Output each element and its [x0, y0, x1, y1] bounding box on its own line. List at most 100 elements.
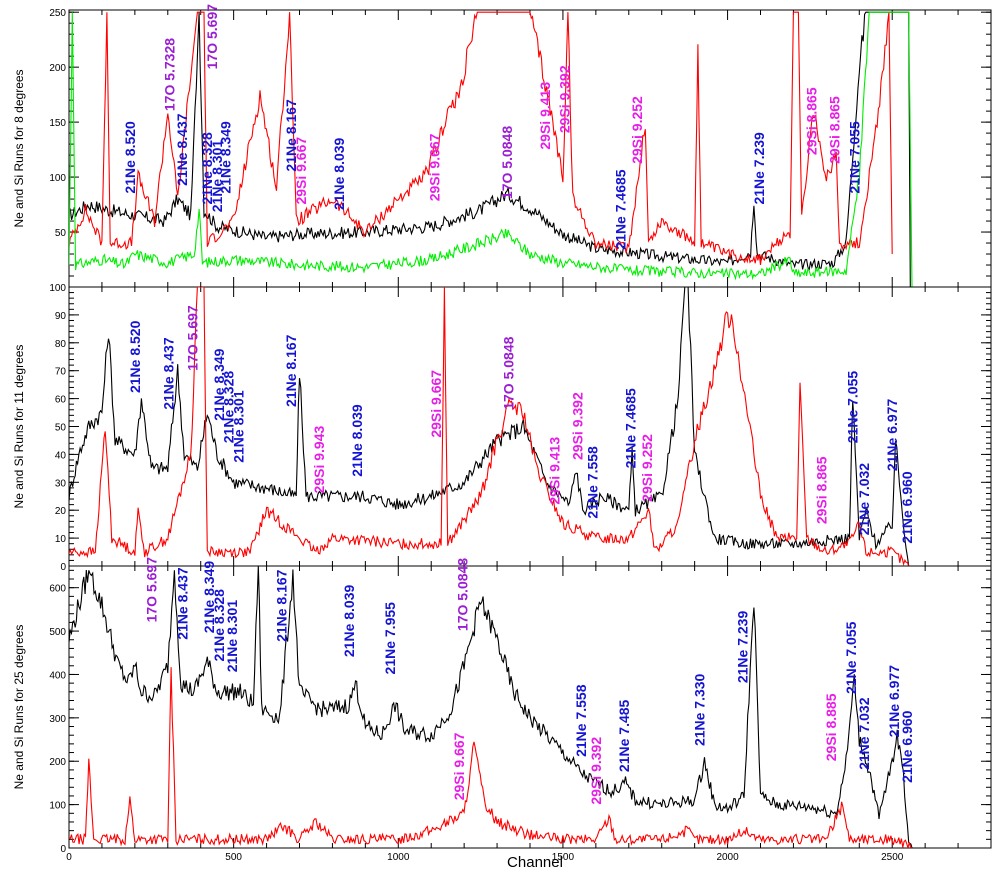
y-tick-label: 150 — [49, 118, 66, 129]
peak-annotation: 17O 5.0848 — [501, 336, 517, 409]
y-axis-label: Ne and Si Runs for 11 degrees — [12, 345, 26, 509]
peak-annotation: 21Ne 6.960 — [899, 710, 915, 783]
peak-annotation: 21Ne 8.167 — [283, 99, 299, 172]
series-black-line — [69, 287, 910, 566]
peak-annotation: 21Ne 8.349 — [201, 561, 217, 634]
series-red-line — [69, 667, 912, 848]
series-green-line — [69, 11, 913, 287]
x-tick-label: 2000 — [716, 852, 739, 863]
peak-annotation: 21Ne 6.960 — [899, 471, 915, 544]
y-tick-label: 100 — [49, 173, 66, 184]
y-tick-label: 500 — [49, 627, 66, 638]
peak-annotation: 29Si 9.667 — [451, 732, 467, 800]
peak-annotation: 21Ne 7.055 — [846, 121, 862, 194]
peak-annotation: 21Ne 7.955 — [382, 602, 398, 675]
peak-annotation: 21Ne 8.349 — [211, 348, 227, 421]
peak-annotation: 29Si 9.392 — [557, 65, 573, 133]
y-axis-label: Ne and Si Runs for 8 degrees — [12, 69, 26, 227]
y-tick-label: 400 — [49, 670, 66, 681]
peak-annotation: 21Ne 7.558 — [585, 446, 601, 519]
series-red-line — [69, 287, 910, 566]
y-axis-label: Ne and Si Runs for 25 degrees — [12, 625, 26, 790]
y-tick-label: 20 — [55, 506, 67, 517]
series-red-line — [69, 11, 893, 265]
peak-annotation: 21Ne 8.437 — [161, 337, 177, 410]
peak-annotation: 21Ne 8.328 — [221, 371, 237, 444]
peak-annotation: 17O 5.697 — [204, 4, 220, 70]
x-tick-label: 500 — [225, 852, 242, 863]
peak-annotation: 29Si 9.667 — [428, 370, 444, 438]
peak-annotation: 21Ne 7.055 — [845, 371, 861, 444]
peak-annotation: 21Ne 8.437 — [174, 113, 190, 186]
peak-annotation: 21Ne 8.039 — [349, 404, 365, 477]
peak-annotation: 21Ne 6.977 — [886, 665, 902, 738]
peak-annotation: 21Ne 7.239 — [751, 132, 767, 205]
y-tick-label: 50 — [55, 228, 67, 239]
y-tick-label: 0 — [60, 562, 66, 573]
peak-annotation: 21Ne 7.032 — [856, 697, 872, 770]
peak-annotation: 21Ne 7.330 — [692, 673, 708, 746]
y-tick-label: 300 — [49, 714, 66, 725]
y-tick-label: 70 — [55, 367, 67, 378]
peak-annotation: 17O 5.0848 — [499, 126, 515, 199]
peak-annotation: 21Ne 7.032 — [856, 463, 872, 536]
peak-annotation: 29Si 9.392 — [570, 392, 586, 460]
peak-annotation: 21Ne 8.301 — [224, 600, 240, 673]
y-tick-label: 600 — [49, 584, 66, 595]
peak-annotation: 17O 5.0848 — [454, 558, 470, 631]
peak-annotation: 21Ne 7.485 — [616, 699, 632, 772]
peak-annotation: 17O 5.697 — [184, 305, 200, 371]
peak-annotation: 21Ne 8.301 — [231, 390, 247, 463]
y-tick-label: 60 — [55, 395, 67, 406]
y-tick-label: 50 — [55, 423, 67, 434]
peak-annotation: 21Ne 7.055 — [843, 621, 859, 694]
peak-annotation: 29Si 9.252 — [639, 434, 655, 502]
y-tick-label: 10 — [55, 534, 67, 545]
y-tick-label: 30 — [55, 478, 67, 489]
peak-annotation: 29Si 9.943 — [311, 426, 327, 494]
y-tick-label: 200 — [49, 63, 66, 74]
peak-annotation: 29Si 9.392 — [588, 737, 604, 805]
x-axis-label: Channel — [507, 854, 563, 871]
y-tick-label: 90 — [55, 311, 67, 322]
peak-annotation: 29Si 9.413 — [537, 82, 553, 150]
peak-annotation: 17O 5.697 — [143, 557, 159, 623]
peak-annotation: 21Ne 7.4685 — [612, 169, 628, 249]
peak-annotation: 21Ne 7.558 — [573, 684, 589, 757]
y-tick-label: 200 — [49, 757, 66, 768]
peak-annotation: 29Si 9.667 — [293, 137, 309, 205]
peak-annotation: 29Si 8.865 — [813, 456, 829, 524]
y-tick-label: 100 — [49, 801, 66, 812]
x-tick-label: 0 — [66, 852, 72, 863]
peak-annotation: 29Si 8.865 — [803, 87, 819, 155]
series-black-line — [69, 11, 911, 287]
peak-annotation: 21Ne 8.328 — [211, 589, 227, 662]
peak-annotation: 17O 5.7328 — [161, 38, 177, 111]
peak-annotation: 29Si 8.885 — [823, 693, 839, 761]
peak-annotation: 29Si 9.252 — [629, 96, 645, 164]
peak-annotation: 29Si 8.865 — [827, 96, 843, 164]
series-black-line — [69, 566, 913, 848]
peak-annotation: 21Ne 8.328 — [199, 132, 215, 205]
x-tick-label: 1000 — [387, 852, 410, 863]
peak-annotation: 21Ne 8.520 — [122, 121, 138, 194]
peak-annotation: 21Ne 6.977 — [884, 399, 900, 472]
peak-annotation: 21Ne 8.039 — [331, 137, 347, 210]
peak-annotation: 21Ne 8.349 — [217, 121, 233, 194]
peak-annotation: 21Ne 8.039 — [341, 585, 357, 658]
peak-annotation: 21Ne 8.167 — [283, 334, 299, 407]
y-tick-label: 80 — [55, 339, 67, 350]
peak-annotation: 21Ne 7.4685 — [622, 388, 638, 468]
y-tick-label: 100 — [49, 283, 66, 294]
peak-annotation: 29Si 9.413 — [547, 437, 563, 505]
y-tick-label: 0 — [60, 844, 66, 855]
peak-annotation: 21Ne 8.437 — [175, 567, 191, 640]
peak-annotation: 29Si 9.667 — [426, 133, 442, 201]
peak-annotation: 21Ne 7.239 — [734, 611, 750, 684]
x-tick-label: 1500 — [552, 852, 575, 863]
peak-annotation: 21Ne 8.167 — [273, 569, 289, 642]
x-tick-label: 2500 — [881, 852, 904, 863]
y-tick-label: 250 — [49, 8, 66, 19]
